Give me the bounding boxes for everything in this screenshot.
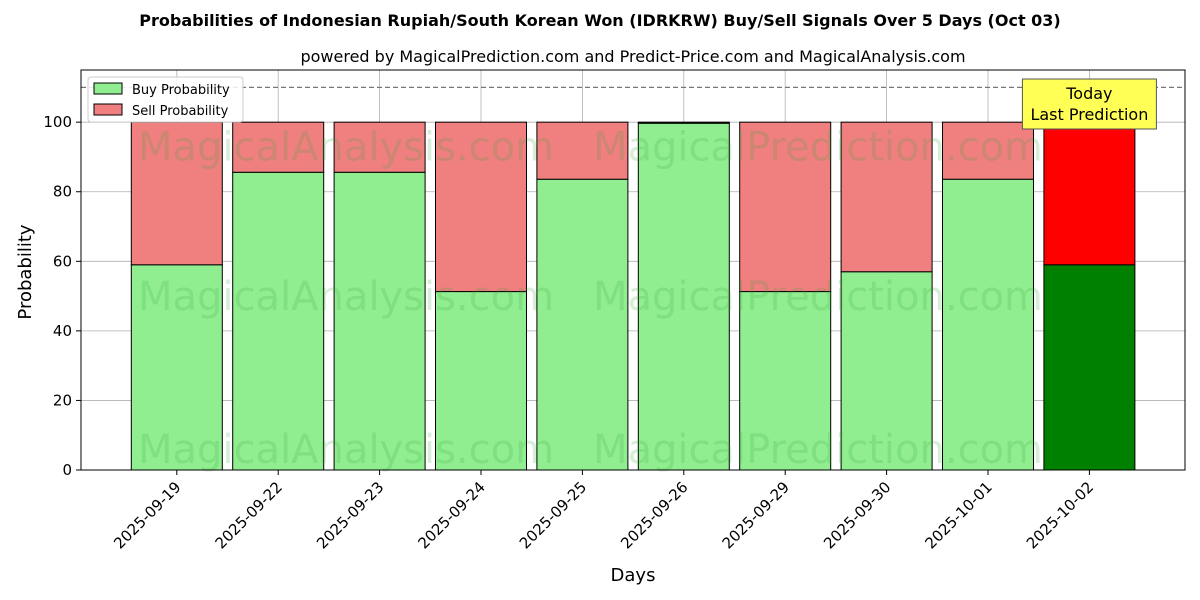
today-annotation-line1: Today <box>1065 84 1112 103</box>
legend-swatch-sell <box>93 103 123 116</box>
x-tick-label: 2025-09-29 <box>719 478 793 552</box>
x-tick-label: 2025-09-23 <box>313 478 387 552</box>
today-annotation-box <box>1021 78 1157 130</box>
sell-bar <box>637 121 730 124</box>
buy-bar <box>435 291 527 471</box>
y-tick-label: 40 <box>53 322 72 340</box>
axes-frame <box>80 69 1186 471</box>
legend-box <box>87 76 244 123</box>
chart-subtitle: powered by MagicalPrediction.com and Pre… <box>300 47 965 66</box>
y-tick-label: 0 <box>62 461 72 479</box>
plot-area: MagicalAnalysis.com MagicalPrediction.com… <box>43 69 1186 552</box>
sell-bar <box>739 121 832 293</box>
buy-bar <box>1043 264 1136 471</box>
watermark-text: MagicalAnalysis.com <box>138 427 554 473</box>
buy-bar <box>536 178 629 471</box>
buy-bar <box>232 171 325 471</box>
y-axis-label: Probability <box>15 224 36 319</box>
today-annotation-line2: Last Prediction <box>1030 105 1148 124</box>
sell-bar <box>130 121 223 266</box>
y-tick-label: 60 <box>53 252 72 270</box>
x-tick-label: 2025-09-24 <box>414 478 488 552</box>
sell-bar <box>435 121 527 293</box>
buy-bar <box>840 271 933 471</box>
x-tick-label: 2025-09-19 <box>110 478 184 552</box>
buy-bar <box>637 122 730 471</box>
x-tick-label: 2025-09-30 <box>820 478 894 552</box>
y-tick-label: 80 <box>53 183 72 201</box>
sell-bar <box>333 121 426 173</box>
sell-bar <box>840 121 933 273</box>
watermark-text: MagicalPrediction.com <box>593 427 1043 473</box>
watermark-text: MagicalPrediction.com <box>593 274 1043 320</box>
chart-title: Probabilities of Indonesian Rupiah/South… <box>139 11 1060 30</box>
y-tick-label: 100 <box>43 113 72 131</box>
buy-bar <box>333 171 426 471</box>
sell-bar <box>232 121 325 173</box>
x-tick-label: 2025-10-01 <box>921 478 995 552</box>
x-tick-label: 2025-09-26 <box>617 478 691 552</box>
buy-bar <box>942 178 1034 471</box>
watermark-text: MagicalPrediction.com <box>593 125 1043 171</box>
x-axis-label: Days <box>611 565 656 586</box>
x-tick-label: 2025-09-22 <box>212 478 286 552</box>
legend-label-sell: Sell Probability <box>132 104 229 119</box>
legend-label-buy: Buy Probability <box>132 83 230 98</box>
y-tick-label: 20 <box>53 391 72 409</box>
sell-bar <box>1043 121 1136 266</box>
buy-bar <box>739 291 832 471</box>
sell-bar <box>942 121 1034 180</box>
legend-swatch-buy <box>93 82 123 95</box>
watermark-text: MagicalAnalysis.com <box>138 274 554 320</box>
watermark-text: MagicalAnalysis.com <box>138 125 554 171</box>
x-tick-label: 2025-10-02 <box>1023 478 1097 552</box>
sell-bar <box>536 121 629 180</box>
x-tick-label: 2025-09-25 <box>516 478 590 552</box>
